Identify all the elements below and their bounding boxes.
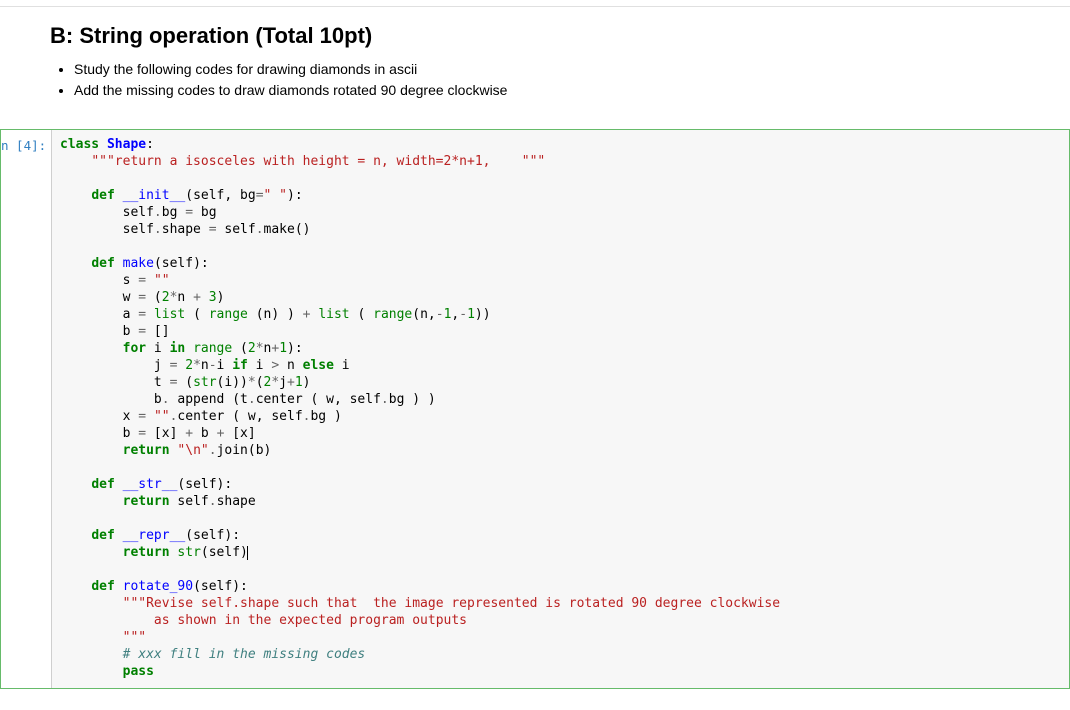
markdown-cell: B: String operation (Total 10pt) Study t… [0,6,1070,117]
bullet-list: Study the following codes for drawing di… [50,59,1070,101]
text-cursor [247,546,248,560]
bullet-item: Add the missing codes to draw diamonds r… [74,80,1070,101]
section-heading: B: String operation (Total 10pt) [50,23,1070,49]
code-block[interactable]: class Shape: """return a isosceles with … [60,136,1061,680]
code-input-area[interactable]: class Shape: """return a isosceles with … [51,130,1069,688]
bullet-item: Study the following codes for drawing di… [74,59,1070,80]
notebook-container: B: String operation (Total 10pt) Study t… [0,6,1070,689]
input-prompt: n [4]: [1,130,51,688]
code-cell[interactable]: n [4]: class Shape: """return a isoscele… [0,129,1070,689]
